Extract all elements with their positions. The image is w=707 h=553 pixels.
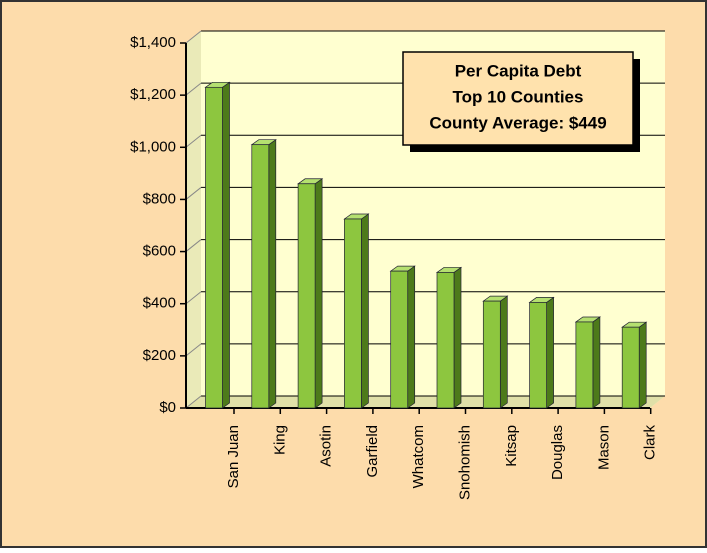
y-tick-label: $600 [143,243,176,260]
grid-line [185,291,202,305]
bar [251,144,270,409]
bar-side [314,178,323,409]
bar-side [268,138,277,409]
annotation: County Average: $449 [429,113,606,132]
x-tick-label: San Juan [225,425,242,488]
grid-line [185,343,202,357]
bar [575,321,594,409]
chart-title: Per Capita Debt [455,61,582,80]
bar [390,270,409,409]
x-tick-label: Asotin [318,425,335,467]
y-tick-label: $1,400 [130,34,176,51]
bar [436,272,455,409]
x-tick-label: Kitsap [503,425,520,467]
grid-line [185,239,202,252]
x-tick-label: King [271,425,288,455]
bar-side [407,265,416,409]
bar [205,86,223,409]
grid-line [185,134,202,148]
y-tick-label: $0 [159,399,176,416]
side-wall [186,31,201,408]
bar [529,302,547,409]
grid-line [185,395,202,409]
x-tick-label: Whatcom [410,425,427,488]
bar-side [499,295,508,409]
x-tick-label: Snohomish [456,425,473,500]
x-tick-label: Douglas [549,425,566,480]
x-tick-label: Mason [595,425,612,470]
bar-side [592,316,601,409]
bar-side [453,266,462,409]
y-tick-label: $1,200 [130,86,176,103]
y-tick-label: $200 [143,347,176,364]
bar-side [222,81,230,409]
x-tick-label: Garfield [364,425,381,478]
title-box [402,51,634,146]
bar-side [638,321,647,409]
bar-side [546,296,554,409]
grid-line [185,187,202,200]
bar-side [361,213,369,409]
y-tick-label: $800 [143,190,176,207]
bar [482,300,501,409]
x-tick-label: Clark [642,425,659,461]
bar [344,218,362,409]
chart-subtitle: Top 10 Counties [453,87,584,106]
y-tick-label: $400 [143,295,176,312]
bar [621,326,640,409]
y-tick-label: $1,000 [130,138,176,155]
bar [297,183,316,409]
grid-line [185,82,202,96]
grid-line [185,30,202,44]
